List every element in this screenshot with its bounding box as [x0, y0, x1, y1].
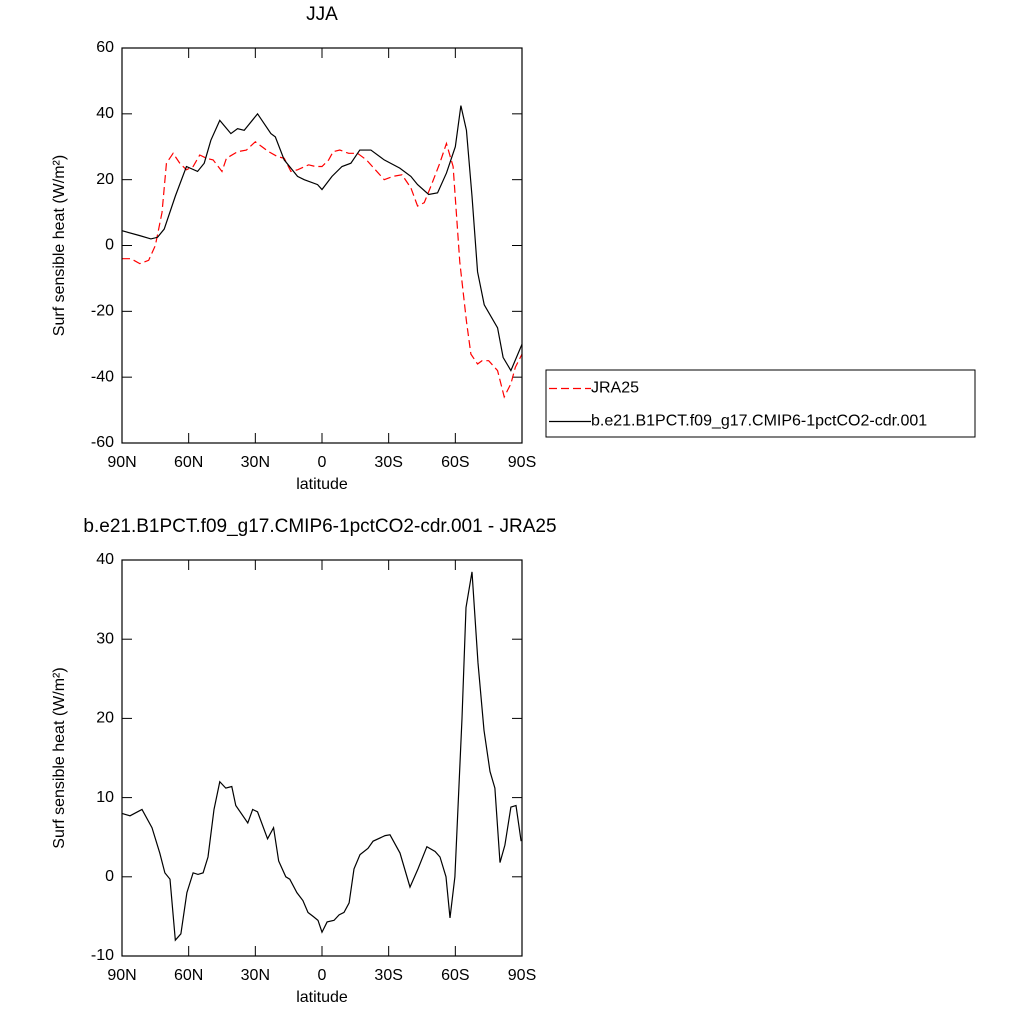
y-tick-label: 20 [96, 710, 114, 727]
y-tick-label: -60 [91, 434, 114, 451]
y-axis-label: Surf sensible heat (W/m²) [51, 155, 68, 336]
y-tick-label: 40 [96, 551, 114, 568]
y-tick-label: -20 [91, 303, 114, 320]
x-tick-label: 30S [374, 967, 402, 984]
y-axis-label: Surf sensible heat (W/m²) [51, 667, 68, 848]
chart-title: b.e21.B1PCT.f09_g17.CMIP6-1pctCO2-cdr.00… [83, 516, 556, 537]
legend-box [545, 369, 976, 438]
y-tick-label: 10 [96, 789, 114, 806]
legend: JRA25 b.e21.B1PCT.f09_g17.CMIP6-1pctCO2-c… [545, 369, 976, 438]
data-line [121, 105, 523, 372]
data-line [121, 571, 522, 942]
y-tick-label: 0 [105, 237, 114, 254]
y-tick-label: -10 [91, 947, 114, 964]
x-tick-label: 90S [508, 454, 536, 471]
x-tick-label: 90N [107, 967, 136, 984]
plot-frame [121, 47, 523, 444]
legend-label: JRA25 [591, 380, 639, 397]
y-tick-label: 0 [105, 868, 114, 885]
chart-title: JJA [306, 4, 338, 25]
y-tick-label: -40 [91, 368, 114, 385]
x-tick-label: 60N [174, 454, 203, 471]
y-tick-label: 20 [96, 171, 114, 188]
x-tick-label: 60N [174, 967, 203, 984]
x-tick-label: 0 [318, 454, 327, 471]
legend-label: b.e21.B1PCT.f09_g17.CMIP6-1pctCO2-cdr.00… [591, 413, 927, 430]
x-tick-label: 0 [318, 967, 327, 984]
x-axis-label: latitude [296, 476, 348, 493]
y-tick-label: 60 [96, 39, 114, 56]
y-tick-label: 30 [96, 630, 114, 647]
x-tick-label: 90N [107, 454, 136, 471]
plot-frame [121, 559, 523, 957]
x-tick-label: 30N [241, 967, 270, 984]
x-tick-label: 60S [441, 454, 469, 471]
x-tick-label: 60S [441, 967, 469, 984]
y-tick-label: 40 [96, 105, 114, 122]
x-axis-label: latitude [296, 989, 348, 1006]
x-tick-label: 90S [508, 967, 536, 984]
x-tick-label: 30N [241, 454, 270, 471]
x-tick-label: 30S [374, 454, 402, 471]
data-line [122, 141, 523, 399]
